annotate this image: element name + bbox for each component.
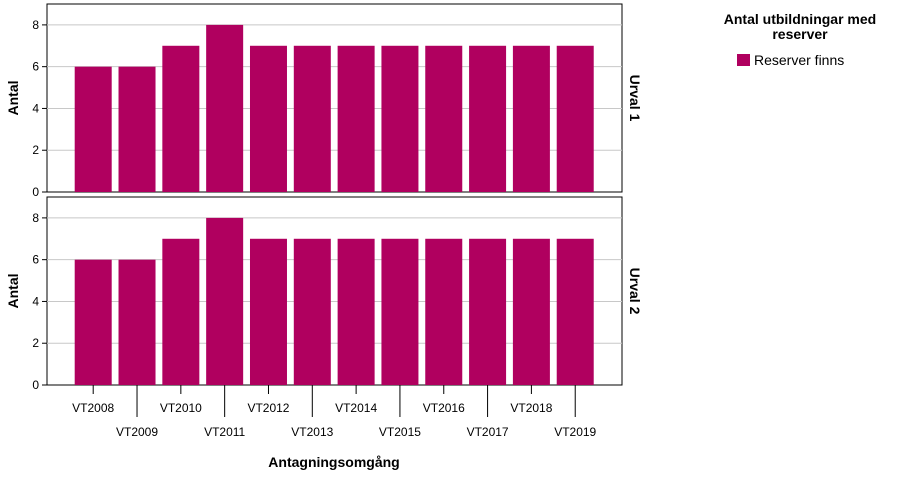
- y-tick-label: 2: [32, 143, 39, 157]
- bar-vt2016: [425, 45, 463, 193]
- bar-vt2014: [337, 45, 375, 193]
- legend-title: Antal utbildningar med reserver: [723, 11, 877, 42]
- y-tick-label: 2: [32, 336, 39, 350]
- y-tick-label: 4: [32, 294, 39, 308]
- bar-vt2015: [381, 238, 419, 385]
- bar-vt2010: [162, 238, 200, 385]
- bar-vt2019: [556, 45, 594, 193]
- y-axis-label: Antal: [5, 81, 21, 116]
- x-axis-label: Antagningsomgång: [268, 454, 399, 470]
- x-tick-label: VT2014: [335, 401, 377, 415]
- panel-label: Urval 2: [627, 268, 643, 315]
- legend-label: Reserver finns: [754, 52, 845, 68]
- x-axis: VT2008VT2009VT2010VT2011VT2012VT2013VT20…: [72, 385, 597, 439]
- bar-vt2012: [249, 238, 287, 385]
- bar-vt2017: [469, 45, 507, 193]
- x-tick-label: VT2011: [204, 425, 245, 439]
- bar-vt2008: [74, 66, 112, 192]
- x-tick-label: VT2012: [247, 401, 289, 415]
- y-axis-label: Antal: [5, 274, 21, 309]
- legend-swatch: [737, 54, 750, 66]
- legend-item: Reserver finns: [737, 52, 900, 68]
- x-tick-label: VT2018: [510, 401, 552, 415]
- y-tick-label: 8: [32, 211, 39, 225]
- y-tick-label: 6: [32, 60, 39, 74]
- y-tick-label: 8: [32, 18, 39, 32]
- x-tick-label: VT2019: [554, 425, 596, 439]
- x-tick-label: VT2013: [291, 425, 333, 439]
- panel-2: 0 2 4 6 8 Antal Urval 2: [5, 196, 643, 392]
- bar-vt2009: [118, 259, 156, 385]
- x-tick-label: VT2010: [160, 401, 202, 415]
- panel-1: 0 2 4 6 8 Antal Urval 1: [5, 3, 643, 199]
- bar-vt2011: [206, 217, 244, 385]
- bar-vt2013: [293, 45, 331, 193]
- bar-vt2019: [556, 238, 594, 385]
- bar-vt2018: [512, 45, 550, 193]
- bar-vt2012: [249, 45, 287, 193]
- y-tick-label: 0: [32, 378, 39, 392]
- bar-vt2014: [337, 238, 375, 385]
- x-tick-label: VT2015: [379, 425, 421, 439]
- bar-vt2017: [469, 238, 507, 385]
- panel-label: Urval 1: [627, 75, 643, 122]
- bar-vt2011: [206, 24, 244, 193]
- bar-vt2013: [293, 238, 331, 385]
- bar-vt2008: [74, 259, 112, 385]
- bar-vt2010: [162, 45, 200, 193]
- bar-vt2016: [425, 238, 463, 385]
- bar-vt2015: [381, 45, 419, 193]
- x-tick-label: VT2009: [116, 425, 158, 439]
- x-tick-label: VT2008: [72, 401, 114, 415]
- legend: Antal utbildningar med reserver Reserver…: [700, 11, 900, 69]
- x-tick-label: VT2017: [467, 425, 509, 439]
- y-tick-label: 6: [32, 253, 39, 267]
- bar-vt2018: [512, 238, 550, 385]
- x-tick-label: VT2016: [423, 401, 465, 415]
- y-tick-label: 0: [32, 185, 39, 199]
- bar-vt2009: [118, 66, 156, 192]
- y-tick-label: 4: [32, 101, 39, 115]
